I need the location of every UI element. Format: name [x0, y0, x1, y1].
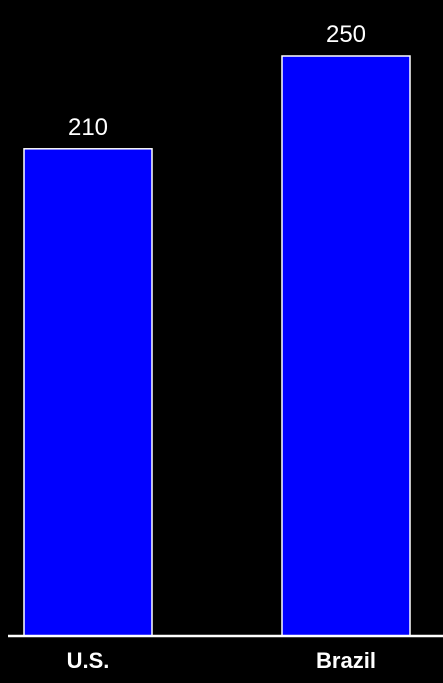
- value-label-brazil: 250: [326, 21, 366, 48]
- value-labels-layer: 210 250: [68, 21, 366, 141]
- category-label-brazil: Brazil: [316, 648, 376, 673]
- bar-u-s: [23, 148, 153, 637]
- value-label-u-s: 210: [68, 114, 108, 141]
- category-labels-layer: U.S. Brazil: [67, 648, 376, 673]
- category-label-u-s: U.S.: [67, 648, 110, 673]
- bars-layer: [23, 55, 411, 637]
- bar-brazil: [281, 55, 411, 637]
